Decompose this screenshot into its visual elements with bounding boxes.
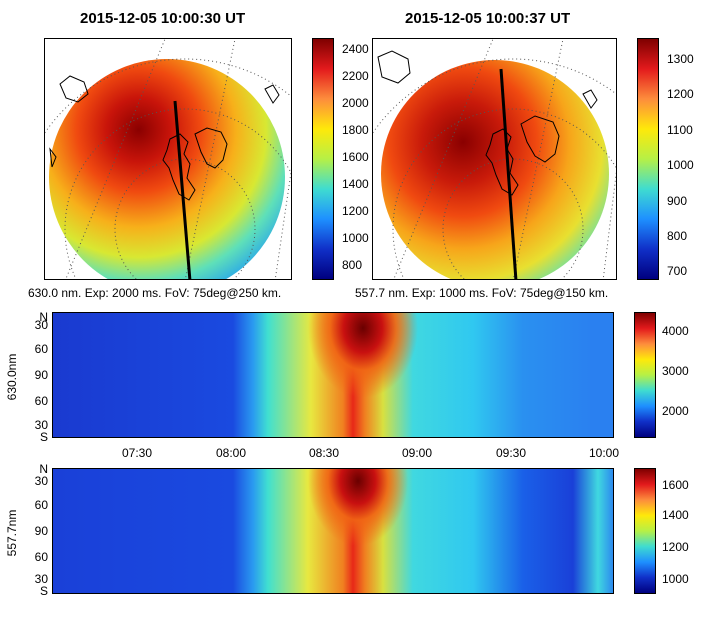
time-tick: 07:30 — [122, 446, 153, 460]
cb2-tick: 700 — [667, 264, 688, 278]
cb1-tick: 2400 — [342, 42, 369, 56]
cb4-tick: 1000 — [662, 572, 689, 586]
k2-ytick: 60 — [34, 550, 48, 564]
k2-ytick: N — [39, 462, 48, 476]
time-tick: 08:30 — [309, 446, 340, 460]
cb2-tick: 800 — [667, 229, 688, 243]
keogram-630 — [52, 312, 614, 438]
coastline-svalbard — [49, 75, 280, 201]
k1-ytick: 30 — [34, 418, 48, 432]
k1-ytick: 60 — [34, 342, 48, 356]
allsky-disk — [49, 59, 285, 279]
cb1-tick: 1000 — [342, 231, 369, 245]
k1-ytick: 60 — [34, 394, 48, 408]
keogram-557-yticks: N 30 60 90 60 30 S — [22, 462, 50, 604]
colorbar-630-keogram — [634, 312, 656, 438]
k2-ytick: 30 — [34, 474, 48, 488]
colorbar-557-image — [637, 38, 659, 280]
allsky-image-557 — [372, 38, 617, 280]
cb2-tick: 1200 — [667, 87, 694, 101]
k1-ytick: 90 — [34, 368, 48, 382]
keogram-630-heatmap — [53, 313, 613, 437]
allsky-557-plot — [373, 39, 616, 279]
cb2-tick: 1300 — [667, 52, 694, 66]
colorbar-630-image-ticks: 2400 2200 2000 1800 1600 1400 1200 1000 … — [342, 38, 382, 280]
cb1-tick: 2000 — [342, 96, 369, 110]
cb4-tick: 1200 — [662, 540, 689, 554]
time-axis: 07:30 08:00 08:30 09:00 09:30 10:00 — [52, 446, 619, 462]
colorbar-630-image — [312, 38, 334, 280]
keogram-557-heatmap — [53, 469, 613, 593]
cb3-tick: 4000 — [662, 324, 689, 338]
time-tick: 09:30 — [496, 446, 527, 460]
keogram-630-yticks: N 30 60 90 60 30 S — [22, 308, 50, 448]
time-tick: 10:00 — [589, 446, 620, 460]
keogram-cut-line — [499, 68, 518, 279]
cb1-tick: 1600 — [342, 150, 369, 164]
cb2-tick: 1100 — [667, 123, 693, 137]
k2-ytick: 60 — [34, 498, 48, 512]
image-1-caption: 630.0 nm. Exp: 2000 ms. FoV: 75deg@250 k… — [28, 286, 282, 300]
image-1-title: 2015-12-05 10:00:30 UT — [80, 10, 246, 27]
k1-ytick: N — [39, 310, 48, 324]
k2-ytick: 90 — [34, 524, 48, 538]
k1-ytick: 30 — [34, 318, 48, 332]
cb4-tick: 1400 — [662, 508, 689, 522]
cb2-tick: 1000 — [667, 158, 694, 172]
allsky-image-630 — [44, 38, 292, 280]
k2-ytick: 30 — [34, 572, 48, 586]
cb1-tick: 1200 — [342, 204, 369, 218]
colorbar-630-keogram-ticks: 4000 3000 2000 — [662, 312, 702, 438]
image-2-title: 2015-12-05 10:00:37 UT — [405, 10, 571, 27]
time-tick: 09:00 — [402, 446, 433, 460]
image-2-caption: 557.7 nm. Exp: 1000 ms. FoV: 75deg@150 k… — [355, 286, 609, 300]
time-tick: 08:00 — [216, 446, 247, 460]
cb1-tick: 800 — [342, 258, 363, 272]
keogram-630-ylabel: 630.0nm — [5, 353, 19, 401]
k2-ytick: S — [39, 584, 48, 598]
colorbar-557-keogram — [634, 468, 656, 594]
cb4-tick: 1600 — [662, 478, 689, 492]
cb1-tick: 1400 — [342, 177, 369, 191]
k1-ytick: S — [39, 430, 48, 444]
coastline-svalbard — [377, 50, 598, 196]
keogram-cut-line — [173, 100, 192, 279]
colorbar-557-keogram-ticks: 1600 1400 1200 1000 — [662, 468, 702, 594]
colorbar-557-image-ticks: 1300 1200 1100 1000 900 800 700 — [667, 38, 707, 280]
cb1-tick: 1800 — [342, 123, 369, 137]
cb3-tick: 2000 — [662, 404, 689, 418]
cb2-tick: 900 — [667, 194, 688, 208]
allsky-630-plot — [45, 39, 291, 279]
keogram-557 — [52, 468, 614, 594]
keogram-557-ylabel-wrap: 557.7nm — [2, 506, 22, 566]
allsky-disk — [381, 60, 609, 279]
keogram-630-ylabel-wrap: 630.0nm — [2, 350, 22, 410]
keogram-557-ylabel: 557.7nm — [5, 509, 19, 557]
cb1-tick: 2200 — [342, 69, 369, 83]
cb3-tick: 3000 — [662, 364, 689, 378]
